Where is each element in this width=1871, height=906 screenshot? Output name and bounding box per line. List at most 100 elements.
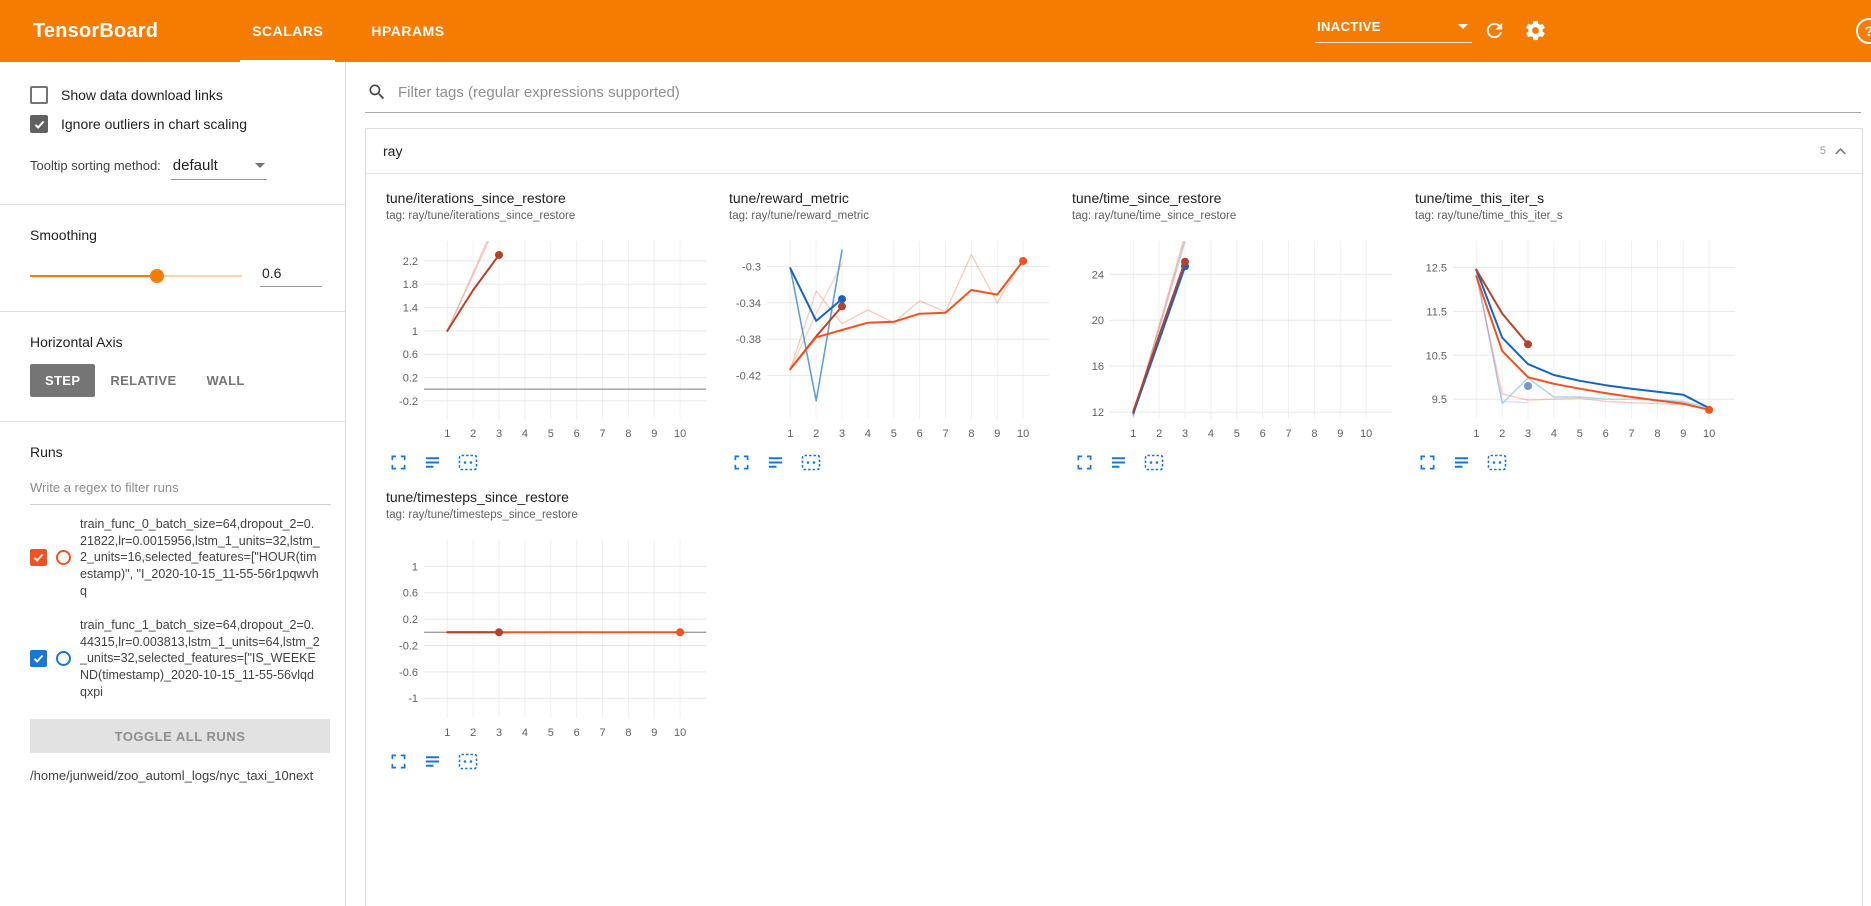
gear-icon bbox=[1526, 20, 1545, 41]
show-download-links-checkbox[interactable] bbox=[30, 86, 48, 104]
show-download-links-checkbox-row[interactable]: Show data download links bbox=[30, 86, 331, 104]
chart-toolbar bbox=[1409, 454, 1752, 471]
svg-text:-0.42: -0.42 bbox=[736, 370, 761, 382]
svg-text:-0.6: -0.6 bbox=[399, 667, 418, 679]
help-button[interactable]: ? bbox=[1856, 18, 1871, 44]
tooltip-sorting-row: Tooltip sorting method: default bbox=[30, 157, 331, 180]
chevron-down-icon bbox=[254, 163, 265, 168]
runs-filter-input[interactable] bbox=[30, 474, 331, 505]
tag-group-count: 5 bbox=[1819, 145, 1826, 157]
tooltip-sorting-label: Tooltip sorting method: bbox=[30, 158, 161, 173]
expand-chart-icon[interactable] bbox=[1419, 454, 1436, 471]
svg-text:6: 6 bbox=[1260, 428, 1266, 440]
svg-text:1: 1 bbox=[412, 326, 418, 338]
toggle-y-axis-icon[interactable] bbox=[424, 753, 441, 770]
chart-tag: tag: ray/tune/time_since_restore bbox=[1072, 210, 1237, 222]
chart-plot[interactable]: 1 2 3 4 5 6 7 8 9 10 9.5 10.5 11.5 12.5 bbox=[1409, 235, 1752, 450]
ignore-outliers-checkbox[interactable] bbox=[30, 115, 48, 133]
pin-card-icon[interactable] bbox=[458, 753, 478, 770]
ignore-outliers-checkbox-row[interactable]: Ignore outliers in chart scaling bbox=[30, 115, 331, 133]
svg-text:2: 2 bbox=[813, 428, 819, 440]
toggle-y-axis-icon[interactable] bbox=[1453, 454, 1470, 471]
svg-text:-0.38: -0.38 bbox=[736, 334, 761, 346]
app-title: TensorBoard bbox=[33, 19, 159, 42]
chart-plot[interactable]: 1 2 3 4 5 6 7 8 9 10 -0.2 0.2 0.6 1 1.4 1.8 2.2 bbox=[380, 235, 723, 450]
svg-text:2: 2 bbox=[470, 727, 476, 739]
line-chart-svg: 1 2 3 4 5 6 7 8 9 10 -0.2 0.2 0.6 1 1.4 1.8 2.2 bbox=[399, 241, 706, 440]
pin-card-icon[interactable] bbox=[1487, 454, 1507, 471]
svg-text:1: 1 bbox=[1130, 428, 1136, 440]
svg-text:9: 9 bbox=[651, 727, 657, 739]
run-item[interactable]: train_func_1_batch_size=64,dropout_2=0.4… bbox=[30, 608, 331, 709]
smoothing-row: 0.6 bbox=[30, 265, 331, 287]
settings-button[interactable] bbox=[1524, 19, 1548, 43]
smoothing-slider[interactable] bbox=[30, 269, 242, 283]
svg-text:6: 6 bbox=[574, 727, 580, 739]
svg-text:6: 6 bbox=[574, 428, 580, 440]
run-item[interactable]: train_func_0_batch_size=64,dropout_2=0.2… bbox=[30, 507, 331, 608]
svg-text:9: 9 bbox=[651, 428, 657, 440]
tab-hparams[interactable]: HPARAMS bbox=[371, 23, 445, 39]
pin-card-icon[interactable] bbox=[458, 454, 478, 471]
horizontal-axis-label: Horizontal Axis bbox=[30, 334, 123, 350]
tag-group-header[interactable]: ray 5 bbox=[366, 129, 1862, 174]
svg-text:-0.34: -0.34 bbox=[736, 298, 761, 310]
chart-plot[interactable]: 1 2 3 4 5 6 7 8 9 10 -0.42 -0.38 -0.34 -0.3 bbox=[723, 235, 1066, 450]
run-item[interactable]: train_func_2_batch_size=64,dropout_2= bbox=[30, 709, 331, 713]
svg-text:9: 9 bbox=[1680, 428, 1686, 440]
svg-text:0.6: 0.6 bbox=[403, 349, 418, 361]
divider bbox=[0, 421, 345, 422]
line-chart-svg: 1 2 3 4 5 6 7 8 9 10 9.5 10.5 11.5 12.5 bbox=[1426, 241, 1735, 440]
svg-text:10: 10 bbox=[1017, 428, 1029, 440]
svg-text:5: 5 bbox=[548, 428, 554, 440]
svg-text:3: 3 bbox=[839, 428, 845, 440]
slider-fill bbox=[30, 275, 158, 277]
axis-relative-button[interactable]: RELATIVE bbox=[95, 364, 191, 397]
toggle-y-axis-icon[interactable] bbox=[767, 454, 784, 471]
smoothing-value-input[interactable]: 0.6 bbox=[260, 265, 322, 287]
svg-text:5: 5 bbox=[1577, 428, 1583, 440]
run-label: train_func_1_batch_size=64,dropout_2=0.4… bbox=[80, 618, 320, 699]
run-checkbox[interactable] bbox=[30, 650, 47, 668]
toggle-all-runs-button[interactable]: TOGGLE ALL RUNS bbox=[30, 719, 330, 753]
expand-chart-icon[interactable] bbox=[390, 454, 407, 471]
expand-chart-icon[interactable] bbox=[733, 454, 750, 471]
slider-thumb[interactable] bbox=[150, 269, 165, 283]
collapse-group-button[interactable] bbox=[1831, 142, 1850, 161]
tab-scalars[interactable]: SCALARS bbox=[228, 0, 347, 62]
toggle-y-axis-icon[interactable] bbox=[424, 454, 441, 471]
line-chart-svg: 1 2 3 4 5 6 7 8 9 10 -1 -0.6 -0.2 0.2 0.6 1 bbox=[399, 540, 706, 739]
svg-text:7: 7 bbox=[1285, 428, 1291, 440]
pin-card-icon[interactable] bbox=[1144, 454, 1164, 471]
chart-plot[interactable]: 1 2 3 4 5 6 7 8 9 10 -1 -0.6 -0.2 0.2 0.6 1 bbox=[380, 534, 723, 749]
run-color-radio[interactable] bbox=[56, 651, 71, 667]
svg-text:2: 2 bbox=[1156, 428, 1162, 440]
chevron-down-icon bbox=[1458, 24, 1468, 29]
tab-bar: SCALARS HPARAMS bbox=[228, 0, 468, 62]
svg-text:0.6: 0.6 bbox=[403, 588, 418, 600]
axis-step-button[interactable]: STEP bbox=[30, 364, 96, 397]
tag-filter-input[interactable] bbox=[398, 83, 1859, 101]
chart-title: tune/timesteps_since_restore bbox=[386, 489, 569, 505]
smoothing-label: Smoothing bbox=[30, 227, 97, 243]
chart-plot[interactable]: 1 2 3 4 5 6 7 8 9 10 12 16 20 24 bbox=[1066, 235, 1409, 450]
chart-title: tune/time_since_restore bbox=[1072, 190, 1222, 206]
tag-group-title: ray bbox=[383, 143, 403, 159]
svg-text:8: 8 bbox=[1311, 428, 1317, 440]
run-status-dropdown[interactable]: INACTIVE bbox=[1315, 19, 1472, 43]
svg-text:8: 8 bbox=[968, 428, 974, 440]
divider bbox=[0, 311, 345, 312]
chart-card: tune/reward_metric tag: ray/tune/reward_m… bbox=[723, 190, 1066, 471]
question-mark-icon: ? bbox=[1865, 23, 1871, 39]
expand-chart-icon[interactable] bbox=[1076, 454, 1093, 471]
run-color-radio[interactable] bbox=[56, 550, 71, 566]
pin-card-icon[interactable] bbox=[801, 454, 821, 471]
runs-label: Runs bbox=[30, 444, 63, 460]
expand-chart-icon[interactable] bbox=[390, 753, 407, 770]
tooltip-sorting-select[interactable]: default bbox=[170, 157, 267, 180]
axis-wall-button[interactable]: WALL bbox=[191, 364, 259, 397]
refresh-button[interactable] bbox=[1483, 19, 1507, 43]
toggle-y-axis-icon[interactable] bbox=[1110, 454, 1127, 471]
run-checkbox[interactable] bbox=[30, 549, 47, 567]
svg-text:4: 4 bbox=[865, 428, 871, 440]
